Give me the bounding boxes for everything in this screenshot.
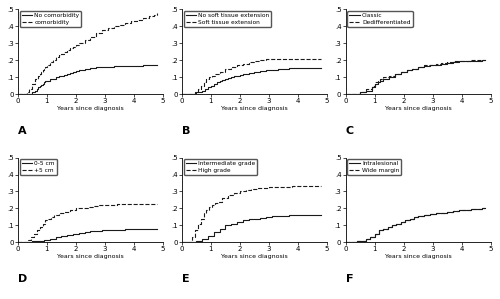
Legend: Classic, Dedifferentiated: Classic, Dedifferentiated xyxy=(348,11,412,27)
Text: F: F xyxy=(346,274,353,284)
X-axis label: Years since diagnosis: Years since diagnosis xyxy=(221,106,288,111)
Legend: Intralesional, Wide margin: Intralesional, Wide margin xyxy=(348,159,402,175)
X-axis label: Years since diagnosis: Years since diagnosis xyxy=(385,254,452,259)
X-axis label: Years since diagnosis: Years since diagnosis xyxy=(57,106,124,111)
Legend: No soft tissue extension, Soft tissue extension: No soft tissue extension, Soft tissue ex… xyxy=(184,11,271,27)
X-axis label: Years since diagnosis: Years since diagnosis xyxy=(385,106,452,111)
Legend: 0-5 cm, +5 cm: 0-5 cm, +5 cm xyxy=(20,159,57,175)
Text: A: A xyxy=(18,126,26,136)
Text: D: D xyxy=(18,274,27,284)
Text: B: B xyxy=(182,126,190,136)
Text: C: C xyxy=(346,126,354,136)
Legend: No comorbidity, comorbidity: No comorbidity, comorbidity xyxy=(20,11,82,27)
Text: E: E xyxy=(182,274,190,284)
Legend: Intermediate grade, High grade: Intermediate grade, High grade xyxy=(184,159,258,175)
X-axis label: Years since diagnosis: Years since diagnosis xyxy=(221,254,288,259)
X-axis label: Years since diagnosis: Years since diagnosis xyxy=(57,254,124,259)
